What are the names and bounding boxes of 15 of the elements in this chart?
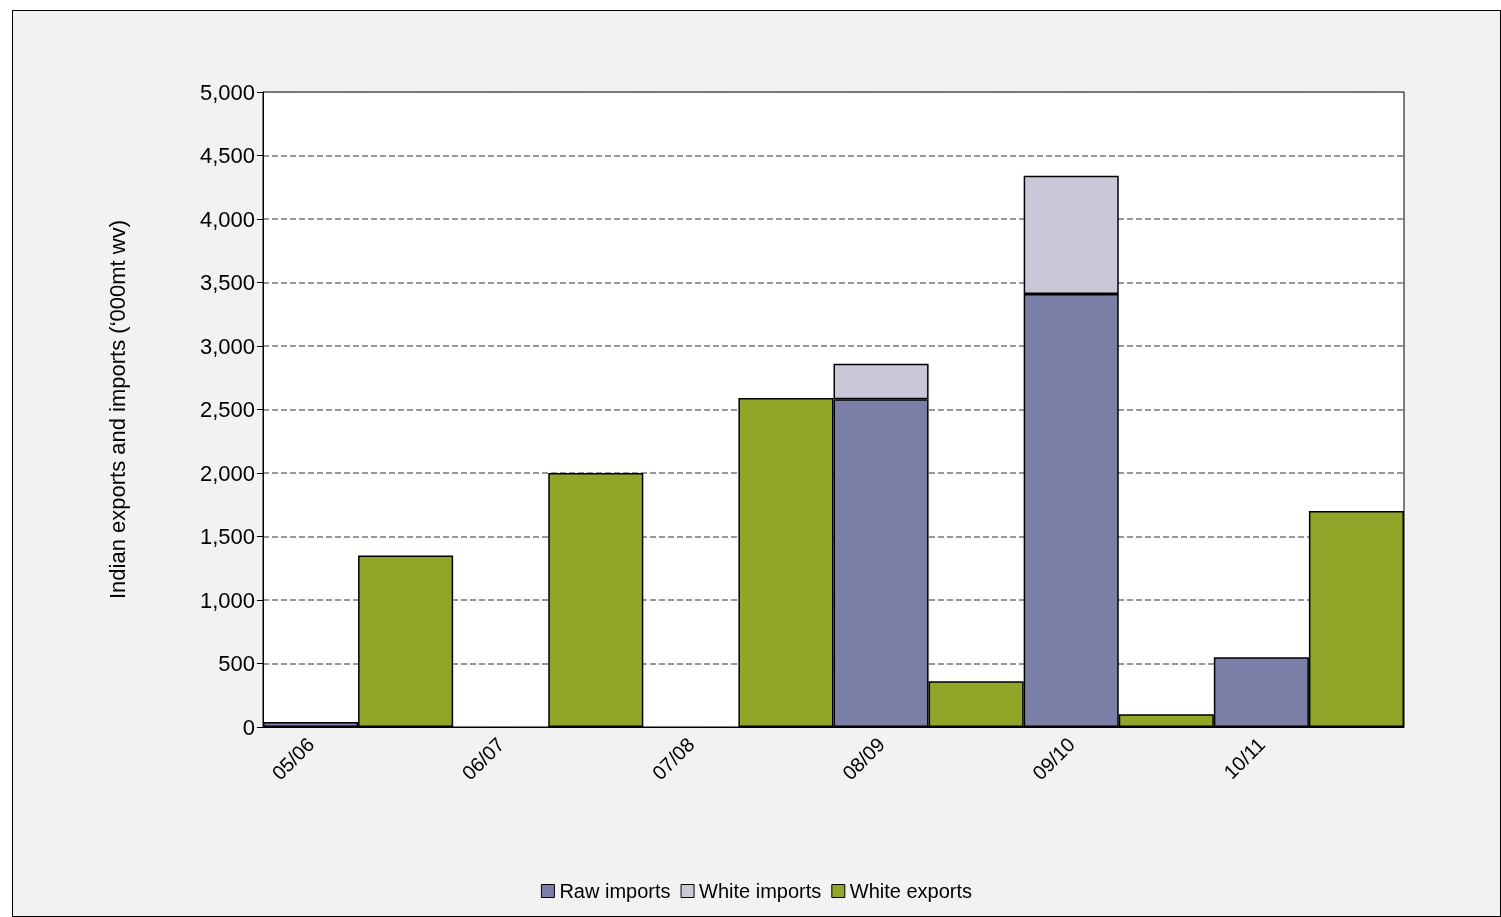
y-tick-label: 1,500 xyxy=(199,524,255,549)
y-tick-label: 5,000 xyxy=(199,79,255,105)
y-tick-label: 1,000 xyxy=(199,587,255,613)
y-tick-label: 2,000 xyxy=(199,460,255,486)
legend-label: Raw imports xyxy=(559,880,671,902)
y-axis-title: Indian exports and imports (‘000mt wv) xyxy=(104,219,130,600)
y-tick-label: 3,500 xyxy=(199,270,255,295)
legend-label: White exports xyxy=(849,880,973,902)
y-tick-label: 2,500 xyxy=(199,397,255,422)
y-tick-label: 3,000 xyxy=(199,333,255,359)
y-tick-label: 4,000 xyxy=(199,206,255,232)
y-tick-label: 0 xyxy=(242,714,255,740)
y-tick-label: 4,500 xyxy=(199,143,255,168)
y-tick-label: 500 xyxy=(218,651,255,676)
legend-label: White imports xyxy=(699,880,822,902)
